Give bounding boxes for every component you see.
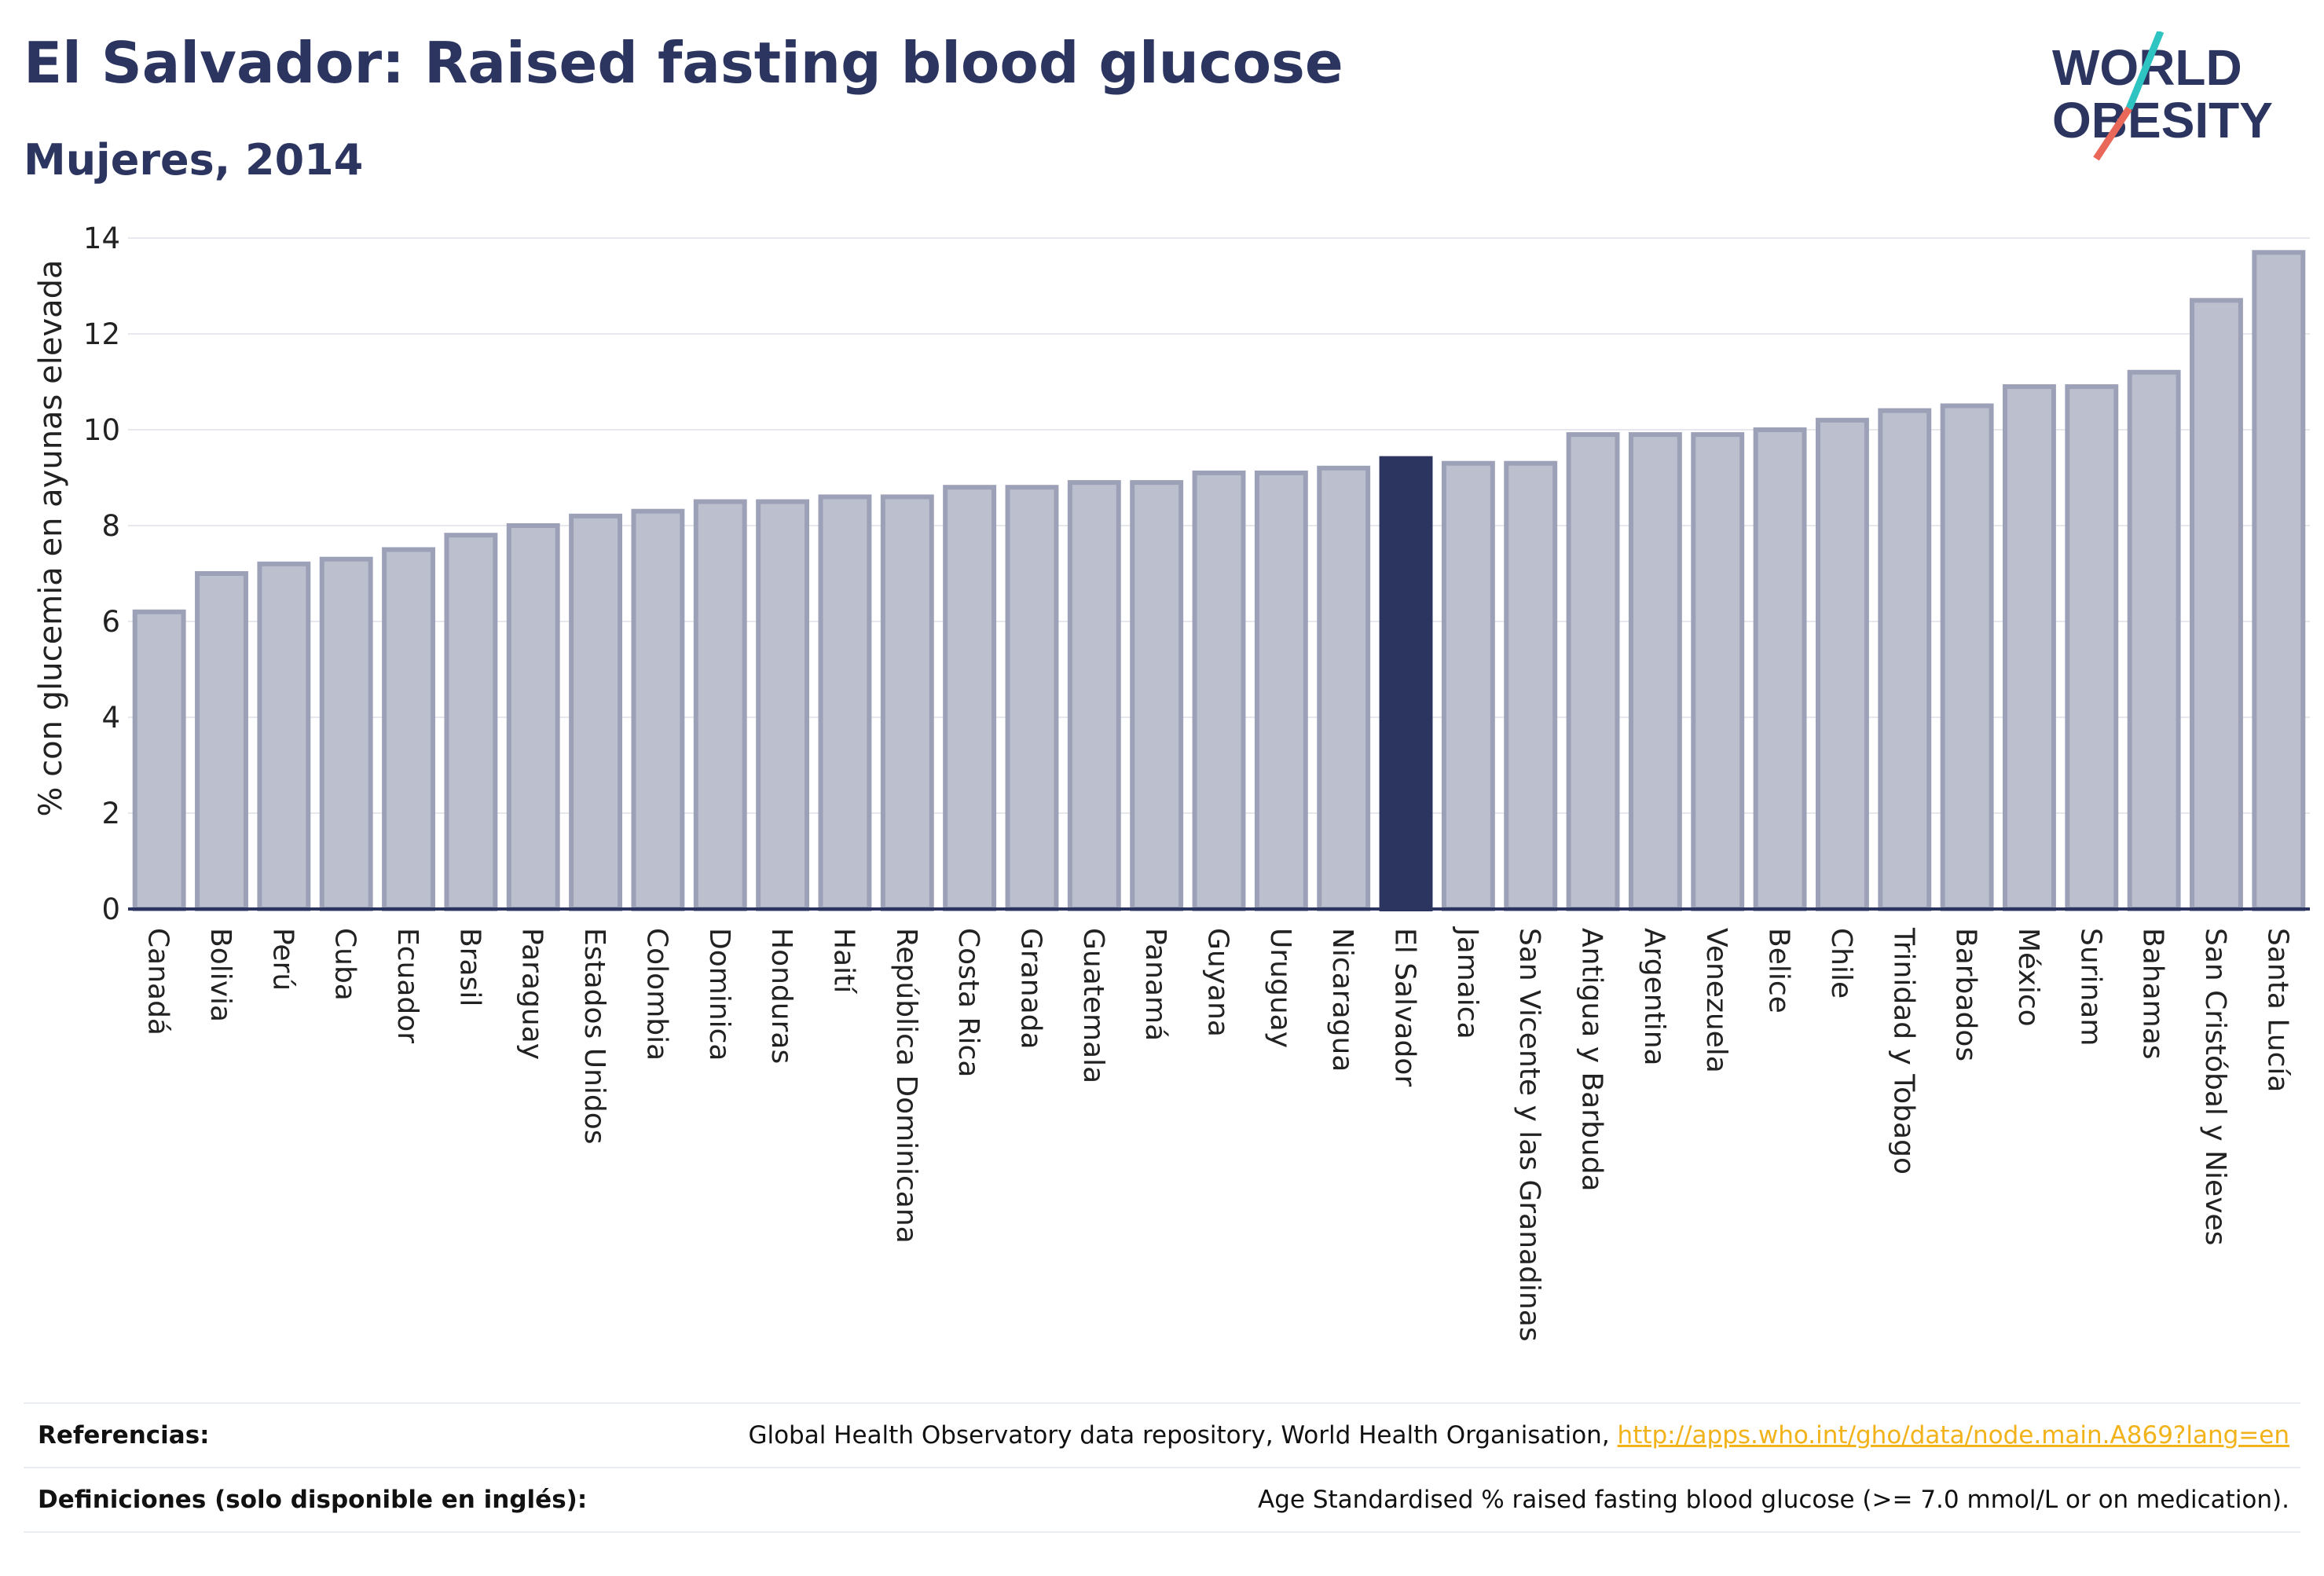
x-tick-label: Colombia xyxy=(640,928,673,1061)
bar-bahamas xyxy=(2127,369,2181,911)
bar-jamaica xyxy=(1441,460,1495,911)
bar-brasil xyxy=(444,533,498,911)
y-tick-label: 8 xyxy=(101,509,120,543)
x-tick-label: Bahamas xyxy=(2137,928,2169,1060)
references-link[interactable]: http://apps.who.int/gho/data/node.main.A… xyxy=(1617,1421,2289,1450)
bar-barbados xyxy=(1940,403,1994,911)
x-tick-label: Argentina xyxy=(1638,928,1670,1066)
bar-uruguay xyxy=(1254,470,1308,911)
bar-belice xyxy=(1753,427,1807,911)
x-tick-label: Antigua y Barbuda xyxy=(1576,928,1608,1192)
bar-ecuador xyxy=(382,547,435,911)
bar-granada xyxy=(1005,485,1059,911)
x-tick-label: Guatemala xyxy=(1077,928,1109,1083)
y-axis-label: % con glucemia en ayunas elevada xyxy=(33,259,69,816)
x-tick-label: Panamá xyxy=(1139,928,1171,1041)
x-tick-label: Brasil xyxy=(453,928,486,1006)
world-obesity-logo: WORLD OBESITY xyxy=(2052,31,2273,161)
bar-estados-unidos xyxy=(569,513,623,911)
x-tick-label: Dominica xyxy=(703,928,735,1061)
x-tick-label: Belice xyxy=(1763,928,1795,1013)
bar-paraguay xyxy=(506,523,560,911)
references-value: Global Health Observatory data repositor… xyxy=(748,1421,2289,1450)
y-tick-label: 10 xyxy=(83,413,120,447)
bar-trinidad-y-tobago xyxy=(1878,408,1932,911)
definitions-row: Definiciones (solo disponible en inglés)… xyxy=(24,1467,2300,1531)
bar-argentina xyxy=(1628,432,1682,911)
x-tick-label: Jamaica xyxy=(1451,926,1483,1039)
x-tick-label: Paraguay xyxy=(516,928,548,1060)
x-tick-label: Canadá xyxy=(142,928,174,1035)
x-tick-label: San Cristóbal y Nieves xyxy=(2199,928,2231,1245)
x-tick-label: Bolivia xyxy=(204,928,236,1022)
x-tick-label: Guyana xyxy=(1202,928,1234,1037)
x-tick-label: Honduras xyxy=(765,928,797,1064)
y-tick-label: 2 xyxy=(101,797,120,830)
footer-divider xyxy=(24,1531,2300,1533)
x-tick-label: Perú xyxy=(266,928,299,991)
x-tick-label: República Dominicana xyxy=(890,928,922,1244)
bar-el-salvador xyxy=(1379,456,1433,911)
bar-antigua-y-barbuda xyxy=(1566,432,1620,911)
x-tick-label: Haití xyxy=(827,928,860,994)
bar-per- xyxy=(257,561,311,911)
bar-chart: 0 2 4 6 8 10 12 14 Canadá Bolivia Perú Cuba Ecuador… xyxy=(33,222,2310,1342)
references-label: Referencias: xyxy=(38,1421,210,1450)
y-tick-label: 4 xyxy=(101,701,120,735)
x-tick-label: El Salvador xyxy=(1389,928,1421,1087)
x-tick-label: Chile xyxy=(1825,928,1857,999)
bar-guyana xyxy=(1192,470,1246,911)
x-tick-label: Trinidad y Tobago xyxy=(1887,927,1919,1175)
references-text: Global Health Observatory data repositor… xyxy=(748,1421,1618,1450)
definitions-value: Age Standardised % raised fasting blood … xyxy=(1258,1486,2289,1514)
bar-chile xyxy=(1815,417,1869,911)
bar-venezuela xyxy=(1691,432,1745,911)
logo-line2: OBESITY xyxy=(2052,92,2273,148)
y-tick-labels: 0 2 4 6 8 10 12 14 xyxy=(83,222,120,926)
bar-canad- xyxy=(132,609,186,911)
bars xyxy=(132,250,2306,912)
x-tick-label: Uruguay xyxy=(1264,928,1296,1048)
logo-slash-top xyxy=(2125,31,2165,110)
bar-san-crist-bal-y-nieves xyxy=(2190,298,2243,911)
bar-rep-blica-dominicana xyxy=(880,494,934,911)
bar-cuba xyxy=(319,556,373,911)
bar-honduras xyxy=(756,499,810,911)
bar-hait- xyxy=(818,494,872,911)
x-tick-label: Venezuela xyxy=(1700,928,1732,1073)
x-tick-label: Cuba xyxy=(329,928,361,1001)
y-tick-label: 14 xyxy=(83,222,120,255)
logo-slash-bottom xyxy=(2093,106,2132,161)
bar-san-vicente-y-las-granadinas xyxy=(1504,460,1558,911)
bar-surinam xyxy=(2065,384,2119,912)
bar-dominica xyxy=(693,499,747,911)
definitions-label: Definiciones (solo disponible en inglés)… xyxy=(38,1486,588,1514)
page-title: El Salvador: Raised fasting blood glucos… xyxy=(24,30,1343,96)
x-tick-label: Costa Rica xyxy=(952,928,984,1077)
x-tick-label: San Vicente y las Granadinas xyxy=(1513,928,1545,1342)
x-tick-label: Estados Unidos xyxy=(578,928,610,1145)
bar-bolivia xyxy=(195,571,248,911)
x-tick-label: Barbados xyxy=(1950,928,1982,1061)
bar-santa-luc-a xyxy=(2252,250,2306,911)
x-tick-label: Ecuador xyxy=(391,928,423,1043)
x-tick-label: Santa Lucía xyxy=(2261,928,2293,1092)
x-tick-label: Granada xyxy=(1014,928,1047,1050)
references-row: Referencias: Global Health Observatory d… xyxy=(24,1402,2300,1467)
x-tick-label: Surinam xyxy=(2074,928,2106,1046)
x-tick-label: México xyxy=(2012,928,2044,1027)
page-subtitle: Mujeres, 2014 xyxy=(24,135,364,185)
bar-nicaragua xyxy=(1317,465,1371,911)
y-tick-label: 12 xyxy=(83,317,120,351)
bar-m-xico xyxy=(2003,384,2056,912)
y-tick-label: 0 xyxy=(101,892,120,926)
bar-guatemala xyxy=(1067,480,1121,911)
y-tick-label: 6 xyxy=(101,605,120,639)
bar-colombia xyxy=(631,508,685,911)
x-tick-labels: Canadá Bolivia Perú Cuba Ecuador Brasil Paragu… xyxy=(142,926,2294,1342)
bar-costa-rica xyxy=(943,485,997,911)
x-tick-label: Nicaragua xyxy=(1326,928,1358,1072)
bar-panam- xyxy=(1130,480,1184,911)
